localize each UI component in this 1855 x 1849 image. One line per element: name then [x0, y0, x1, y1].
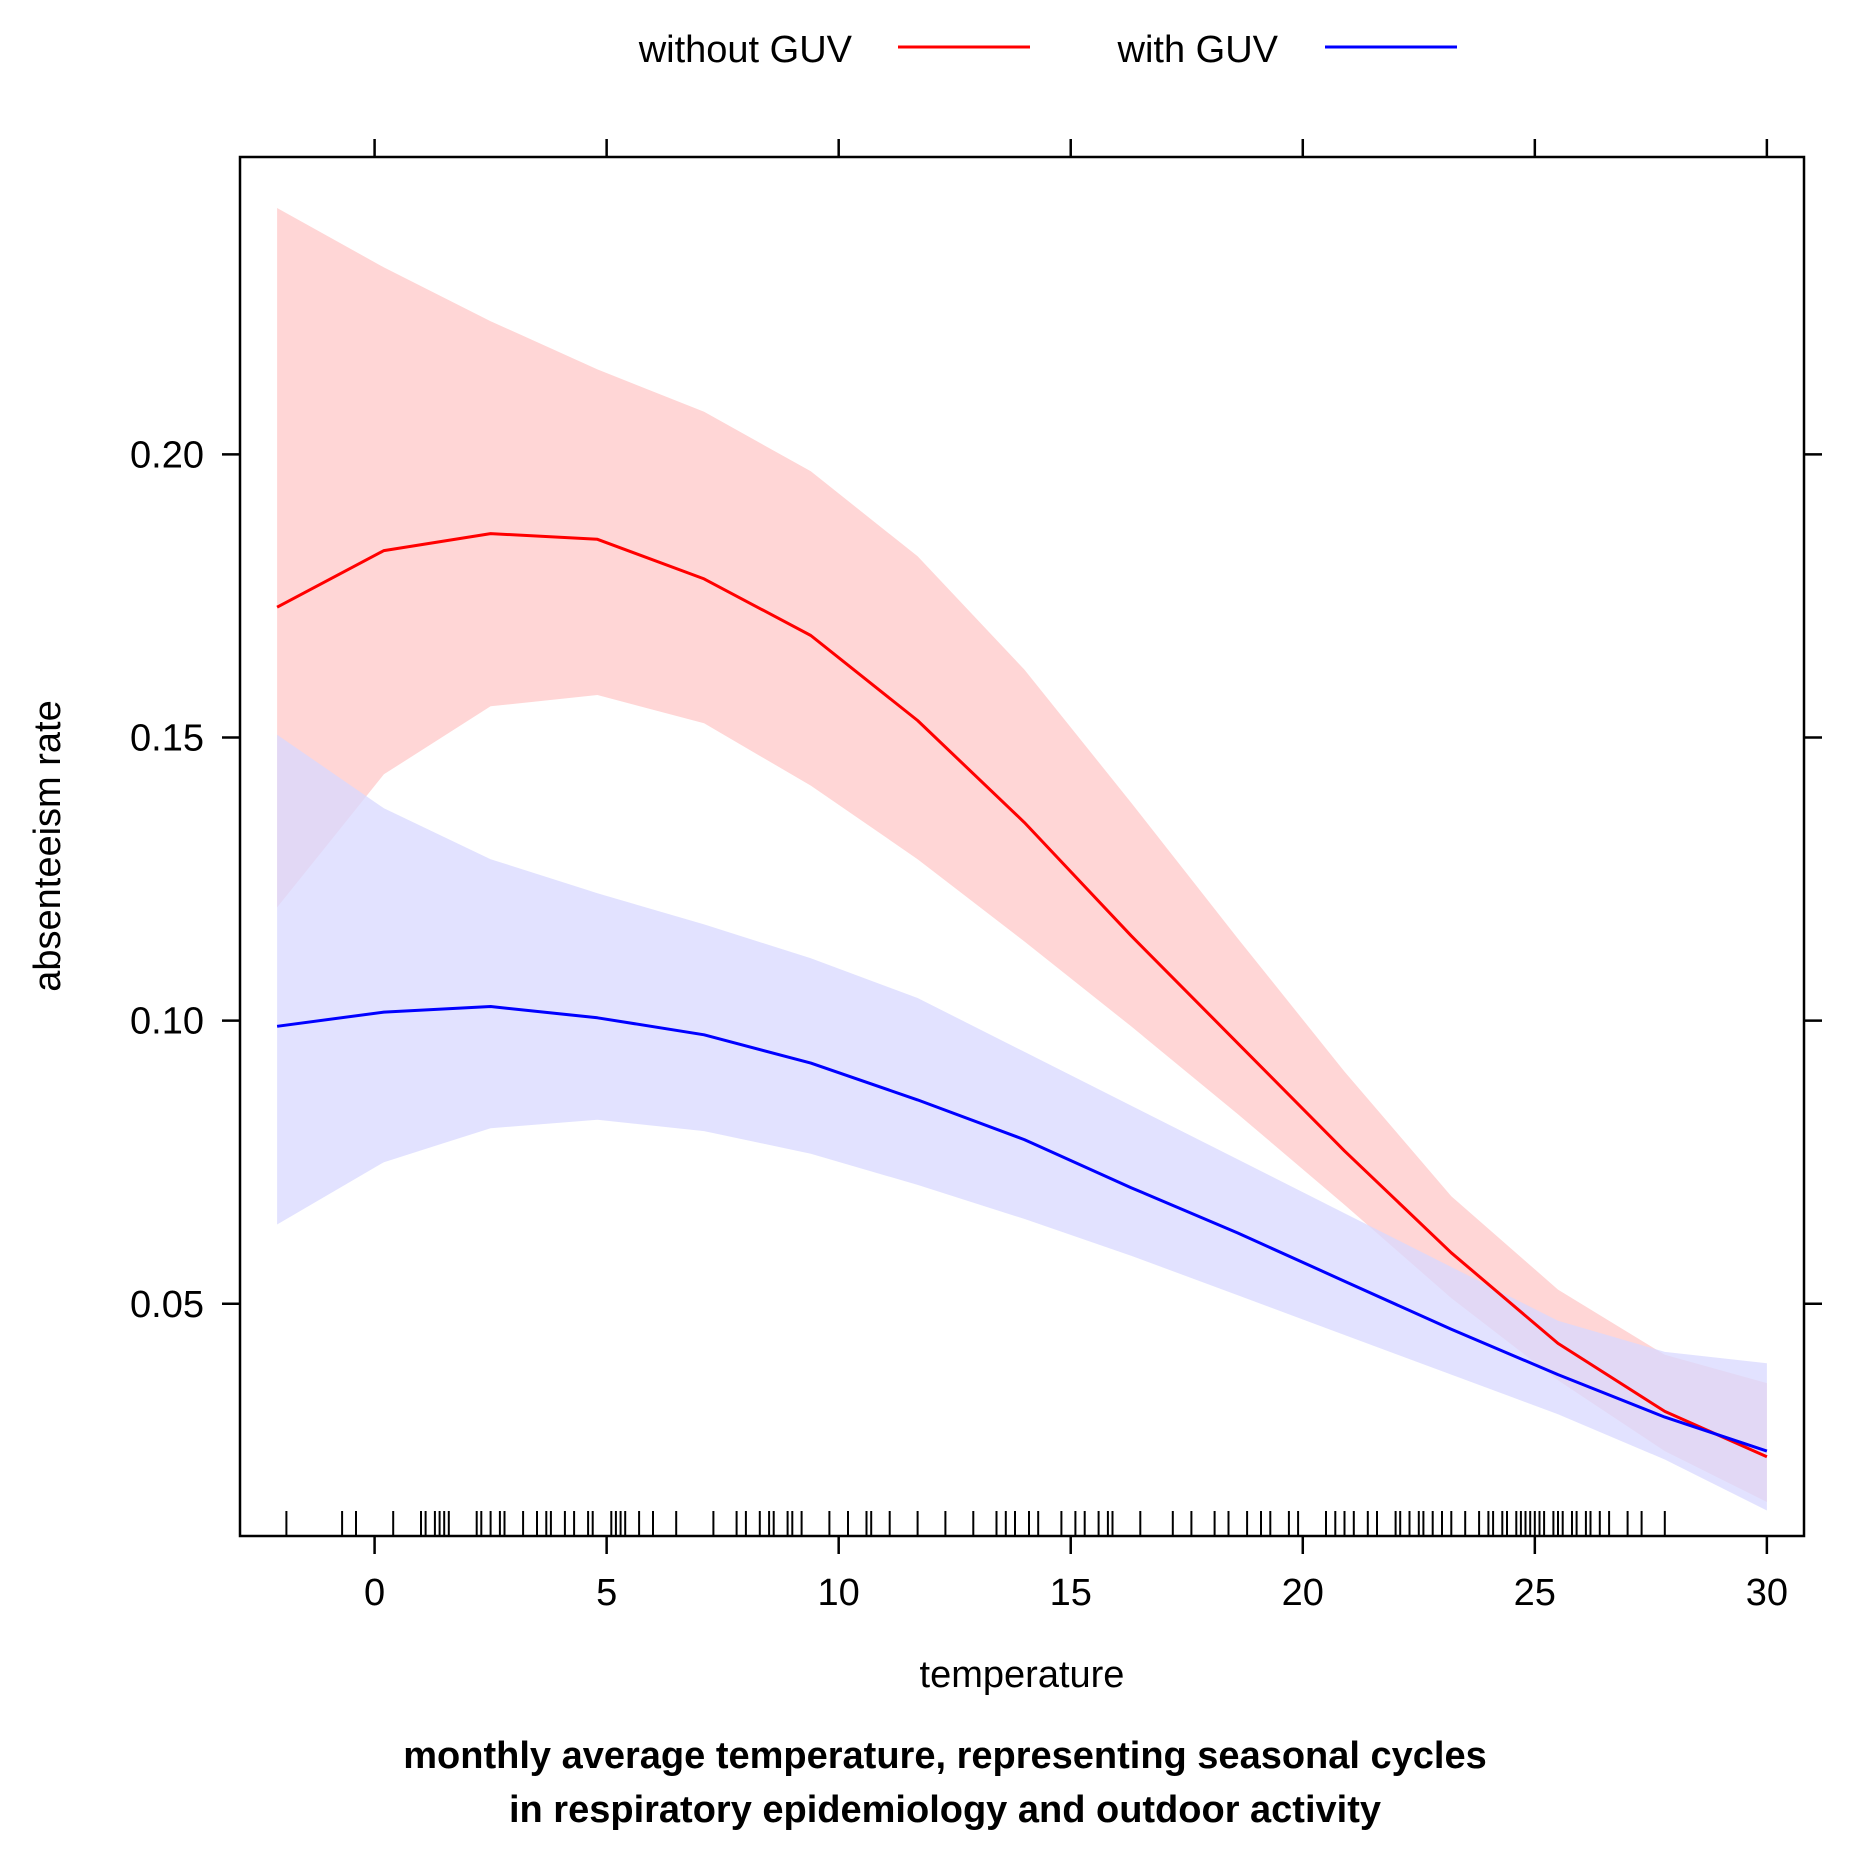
- legend-label-with-guv: with GUV: [1117, 29, 1279, 71]
- axes: 0 5 10 15 20 25 30 0.05 0.10 0.15 0.20: [130, 139, 1822, 1614]
- legend: without GUV with GUV: [638, 29, 1457, 71]
- legend-label-without-guv: without GUV: [638, 29, 853, 71]
- x-tick-label: 15: [1050, 1572, 1092, 1614]
- plot-frame: [238, 155, 1806, 1538]
- confidence-band-with-guv: [277, 734, 1767, 1511]
- x-tick-label: 20: [1282, 1572, 1324, 1614]
- y-tick-label: 0.15: [130, 717, 204, 759]
- y-tick-label: 0.10: [130, 1001, 204, 1043]
- x-tick-label: 30: [1746, 1572, 1788, 1614]
- rug-marks: [285, 1511, 1666, 1536]
- y-tick-label: 0.20: [130, 434, 204, 476]
- series-line-without-guv: [276, 532, 1768, 1459]
- x-tick-label: 0: [364, 1572, 385, 1614]
- y-axis-label: absenteeism rate: [27, 700, 69, 992]
- series-line-with-guv: [276, 1005, 1768, 1453]
- x-tick-label: 10: [818, 1572, 860, 1614]
- x-tick-label: 5: [596, 1572, 617, 1614]
- confidence-band-without-guv: [277, 208, 1767, 1502]
- x-axis-label: temperature: [920, 1654, 1125, 1696]
- x-tick-label: 25: [1514, 1572, 1556, 1614]
- caption-line-2: in respiratory epidemiology and outdoor …: [509, 1789, 1381, 1831]
- series-lines: [276, 532, 1768, 1459]
- y-tick-label: 0.05: [130, 1284, 204, 1326]
- caption-line-1: monthly average temperature, representin…: [403, 1735, 1486, 1777]
- confidence-bands: [277, 208, 1767, 1511]
